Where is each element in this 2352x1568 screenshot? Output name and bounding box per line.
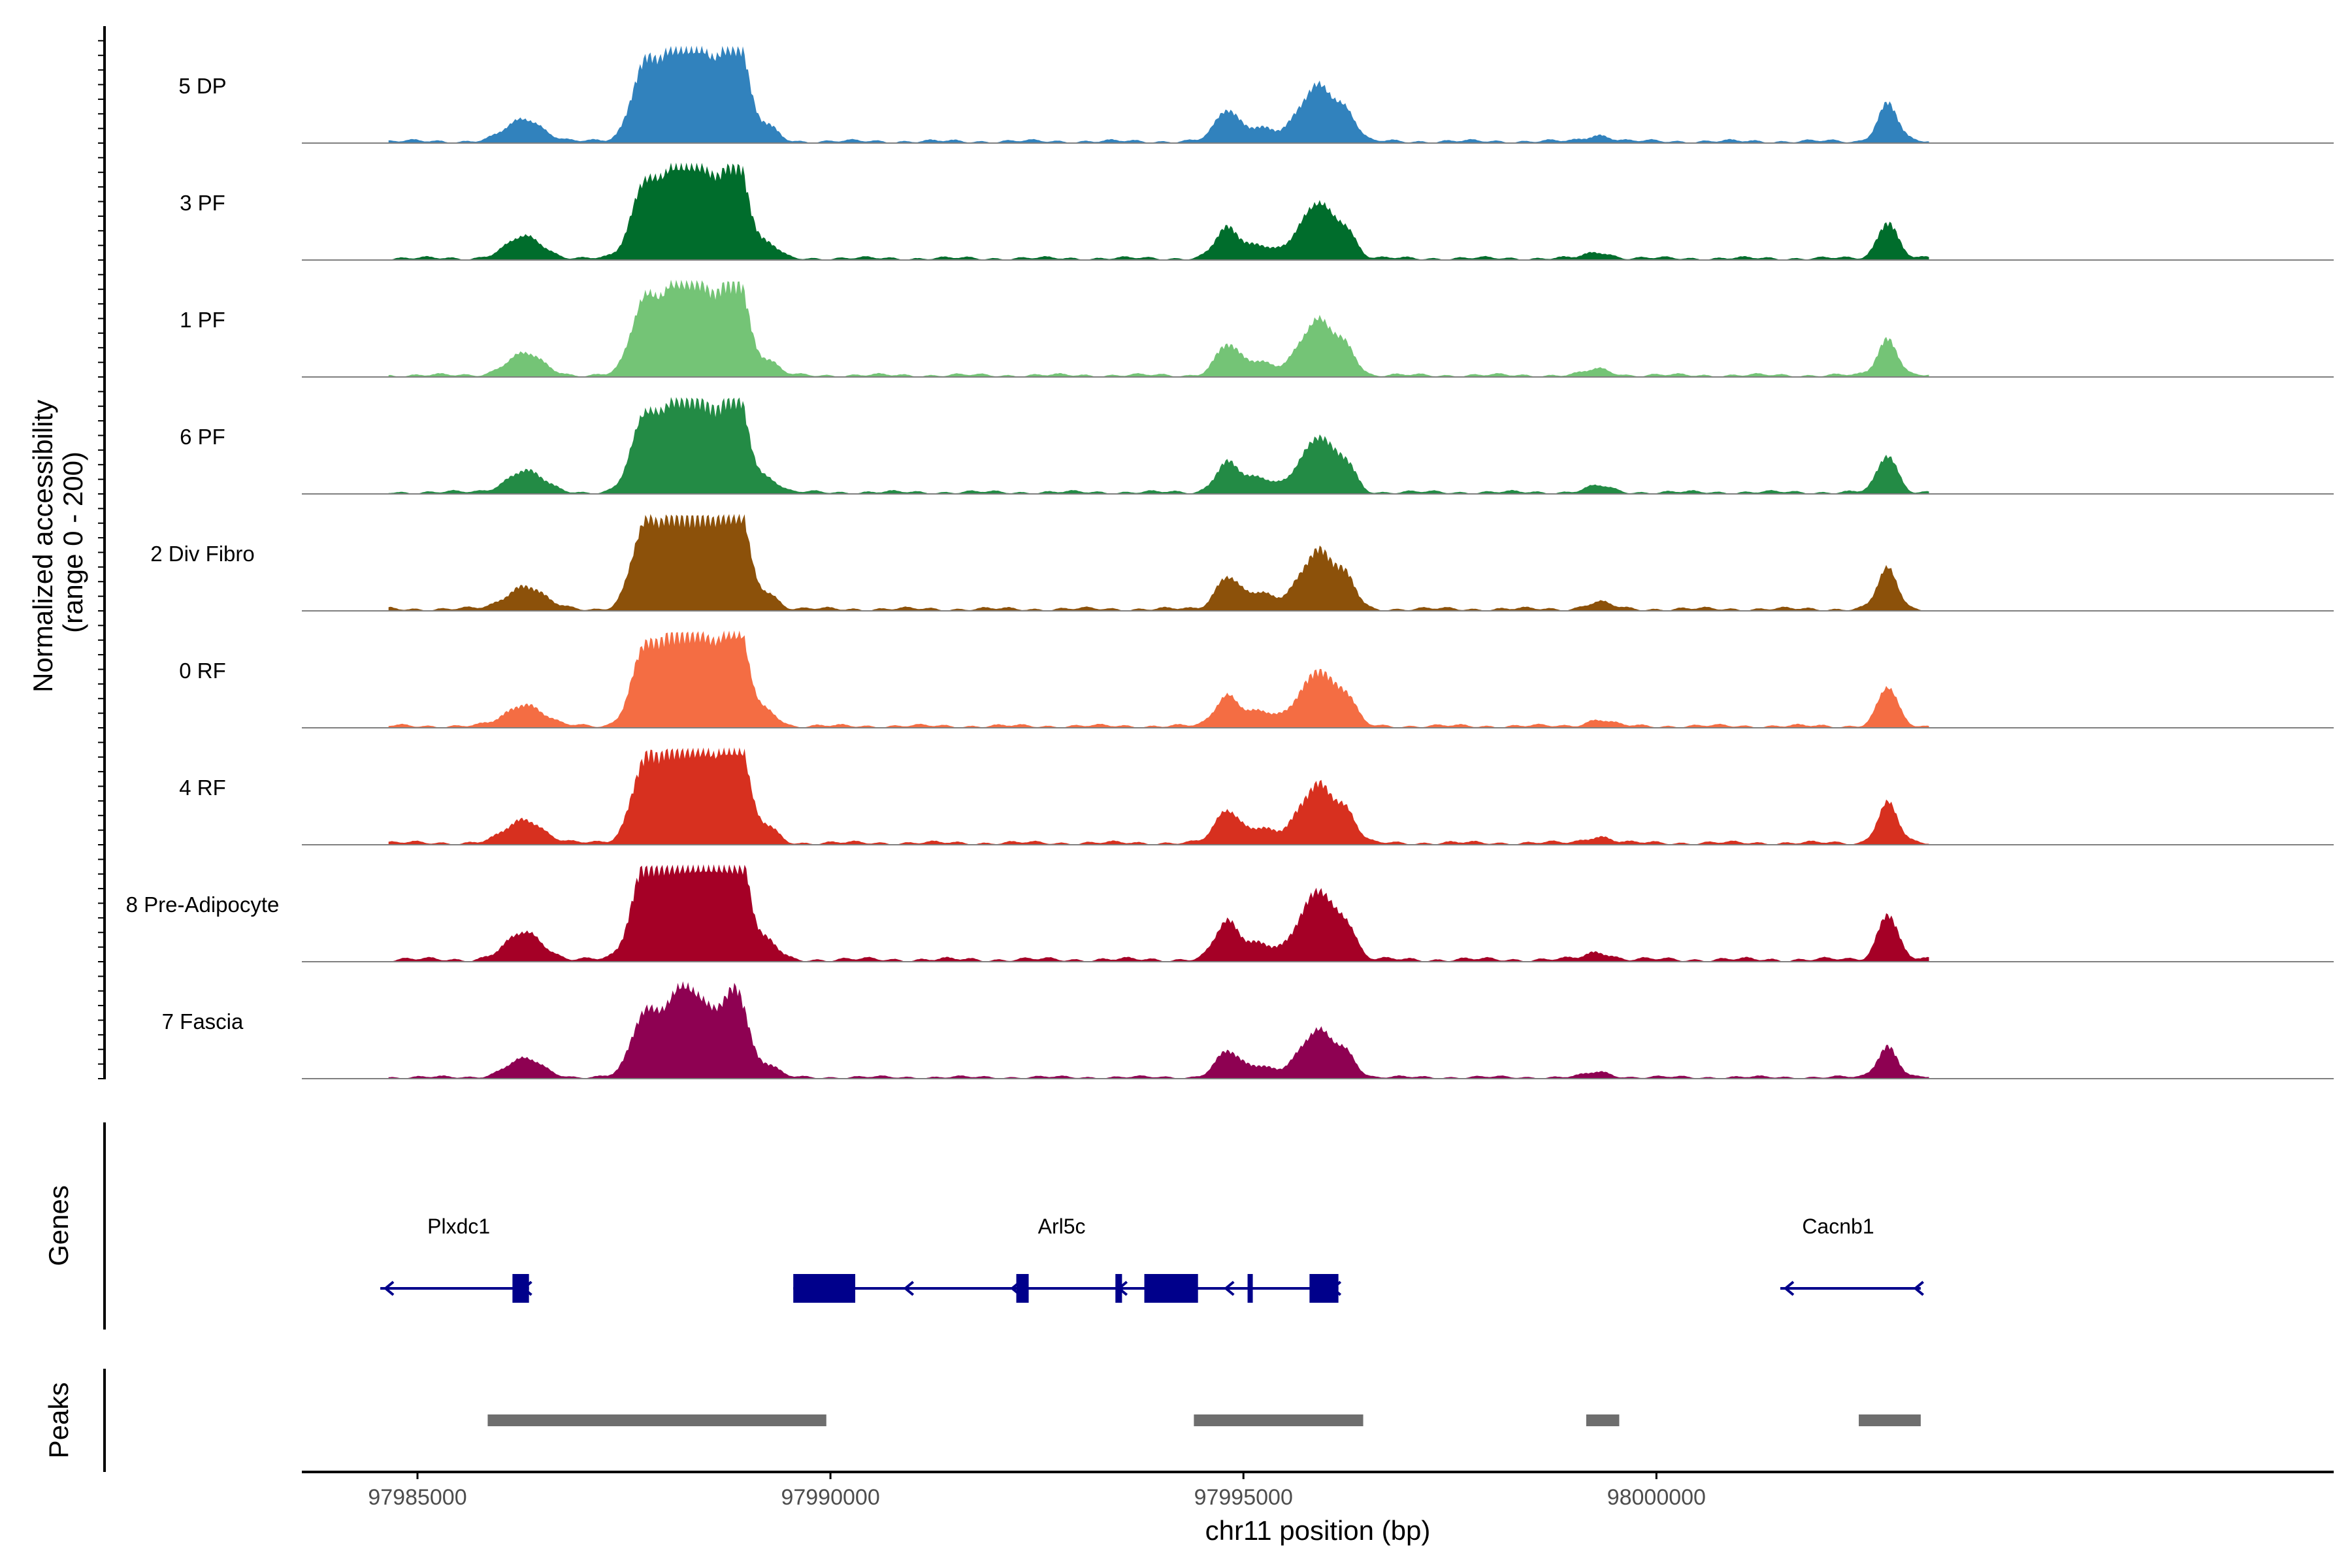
gene-plxdc1: Plxdc1 xyxy=(380,1215,532,1303)
exon xyxy=(1115,1274,1122,1303)
y-axis-title-line2: (range 0 - 200) xyxy=(57,451,88,633)
track-label: 7 Fascia xyxy=(162,1009,244,1034)
track-label: 2 Div Fibro xyxy=(150,542,255,566)
exon xyxy=(512,1274,529,1303)
track-label: 1 PF xyxy=(180,308,225,332)
track-3: 6 PF xyxy=(180,397,2334,495)
strand-arrow xyxy=(903,1281,915,1296)
gene-arl5c: Arl5c xyxy=(793,1215,1342,1303)
coverage-area xyxy=(388,981,1929,1079)
track-6: 4 RF xyxy=(179,747,2334,845)
track-2: 1 PF xyxy=(180,280,2334,378)
coverage-y-axis xyxy=(98,26,106,1079)
track-8: 7 Fascia xyxy=(162,981,2334,1079)
x-axis-title: chr11 position (bp) xyxy=(1205,1515,1431,1546)
exon xyxy=(1016,1274,1029,1303)
exon xyxy=(1144,1274,1198,1303)
track-label: 0 RF xyxy=(179,659,226,683)
exon xyxy=(1247,1274,1253,1303)
track-label: 3 PF xyxy=(180,191,225,215)
x-tick-label: 97985000 xyxy=(368,1485,466,1510)
track-4: 2 Div Fibro xyxy=(150,514,2334,612)
x-tick-label: 98000000 xyxy=(1607,1485,1706,1510)
genes-track: Plxdc1 Arl5c Cacnb1 xyxy=(380,1215,1924,1303)
coverage-tracks: 5 DP 3 PF 1 PF 6 PF 2 Div Fibro 0 RF 4 RF 8 Pre… xyxy=(126,46,2334,1079)
track-label: 6 PF xyxy=(180,425,225,449)
x-tick-label: 97995000 xyxy=(1194,1485,1293,1510)
peak-region xyxy=(1859,1414,1921,1426)
gene-label: Plxdc1 xyxy=(427,1215,490,1238)
coverage-area xyxy=(388,630,1929,728)
strand-arrow xyxy=(1783,1281,1795,1296)
coverage-area xyxy=(388,864,1929,962)
strand-arrow xyxy=(383,1281,395,1296)
genes-track-title: Genes xyxy=(43,1185,74,1266)
gene-cacnb1: Cacnb1 xyxy=(1780,1215,1924,1296)
peak-region xyxy=(487,1414,826,1426)
peaks-track xyxy=(487,1414,1921,1426)
exon xyxy=(1309,1274,1339,1303)
exon xyxy=(793,1274,856,1303)
track-7: 8 Pre-Adipocyte xyxy=(126,864,2334,962)
coverage-area xyxy=(388,46,1929,143)
coverage-area xyxy=(388,514,1929,611)
coverage-area xyxy=(388,163,1929,260)
gene-label: Cacnb1 xyxy=(1802,1215,1874,1238)
strand-arrow xyxy=(1913,1281,1924,1296)
strand-arrow xyxy=(1224,1281,1235,1296)
peak-region xyxy=(1586,1414,1620,1426)
y-axis-title: Normalized accessibility (range 0 - 200) xyxy=(27,392,88,693)
coverage-area xyxy=(388,747,1929,845)
peak-region xyxy=(1194,1414,1364,1426)
track-label: 5 DP xyxy=(178,74,226,98)
track-0: 5 DP xyxy=(178,46,2334,144)
gene-label: Arl5c xyxy=(1038,1215,1086,1238)
track-5: 0 RF xyxy=(179,630,2334,728)
coverage-area xyxy=(388,397,1929,494)
coverage-area xyxy=(388,280,1929,377)
track-label: 4 RF xyxy=(179,776,226,800)
track-1: 3 PF xyxy=(180,163,2334,261)
track-label: 8 Pre-Adipocyte xyxy=(126,892,280,917)
y-axis-title-line1: Normalized accessibility xyxy=(27,400,58,693)
x-axis-ticks: 97985000 97990000 97995000 98000000 xyxy=(368,1472,1706,1510)
peaks-track-title: Peaks xyxy=(43,1382,74,1459)
x-tick-label: 97990000 xyxy=(781,1485,879,1510)
